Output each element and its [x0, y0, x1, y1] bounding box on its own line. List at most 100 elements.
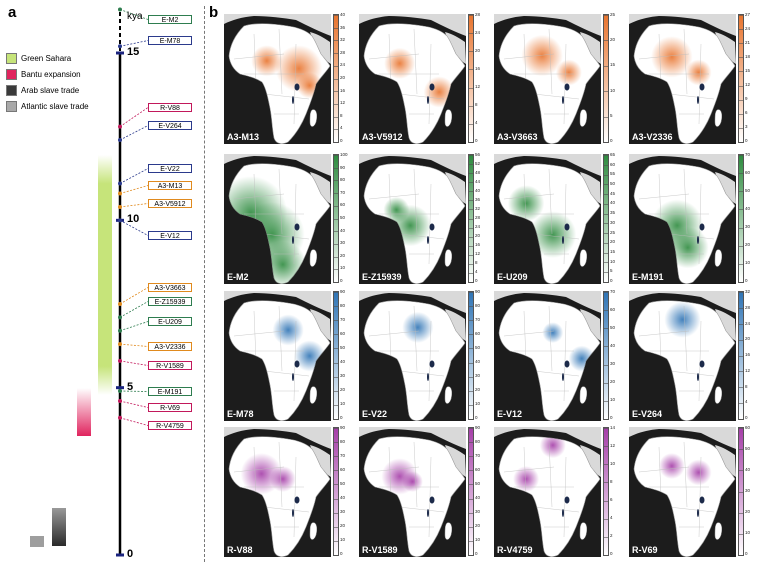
color-scale-gridline — [469, 51, 473, 53]
color-scale-label: 16 — [475, 66, 481, 71]
country-border — [253, 33, 257, 85]
lake-victoria — [294, 496, 300, 504]
eurasia-landmass — [359, 291, 466, 313]
color-scale-label: 50 — [340, 481, 346, 486]
color-scale-bar — [333, 154, 339, 283]
color-scale-label: 12 — [610, 443, 616, 448]
color-scale-gridline — [739, 292, 743, 293]
lake-victoria — [564, 360, 570, 368]
country-border — [523, 33, 527, 85]
marker-label: R-V1589 — [148, 361, 192, 370]
map-label: E-M191 — [632, 272, 664, 282]
map-tile: E-M78 — [224, 291, 331, 421]
arabia-landmass — [580, 32, 601, 64]
color-scale-gridline — [469, 456, 473, 458]
color-scale-gridline — [469, 526, 473, 528]
color-scale-gridline — [469, 209, 473, 211]
color-scale-gridline — [469, 404, 473, 406]
color-scale-label: 24 — [475, 30, 481, 35]
frequency-hotspot — [521, 34, 563, 77]
color-scale-label: 25 — [610, 229, 616, 235]
country-border — [293, 183, 297, 265]
marker-label: R-V88 — [148, 103, 192, 112]
frequency-overlay — [651, 36, 712, 86]
country-border — [388, 310, 392, 362]
color-scale-label: 20 — [340, 75, 346, 80]
color-scale-label: 30 — [745, 224, 751, 229]
color-scale-gridline — [469, 218, 473, 220]
country-border — [668, 233, 715, 240]
color-scale-gridline — [604, 15, 608, 16]
color-scale-gridline — [469, 155, 473, 156]
color-scale-label: 4 — [610, 515, 613, 520]
lake-victoria — [699, 360, 705, 368]
madagascar-landmass — [579, 249, 588, 267]
color-scale-gridline — [469, 320, 473, 322]
country-border — [278, 28, 283, 95]
color-scale-gridline — [334, 306, 338, 308]
country-border — [683, 305, 688, 372]
color-scale-label: 12 — [340, 100, 346, 106]
color-scale-label: 28 — [475, 12, 481, 17]
color-scale-gridline — [334, 428, 338, 429]
color-scale-gridline — [469, 282, 473, 283]
color-scale-gridline — [469, 191, 473, 193]
color-scale-gridline — [334, 116, 338, 118]
color-scale-label: 12 — [475, 84, 481, 89]
color-scale-gridline — [469, 390, 473, 392]
color-scale-label: 80 — [340, 177, 346, 183]
color-scale-gridline — [334, 218, 338, 220]
color-scale-gridline — [469, 442, 473, 444]
arabia-landmass — [310, 32, 331, 64]
color-scale-label: 40 — [745, 206, 751, 211]
green-sahara-bar — [98, 155, 112, 395]
color-scale-label: 50 — [475, 481, 481, 486]
country-border — [683, 441, 688, 508]
frequency-hotspot — [269, 466, 296, 492]
map-label: E-V12 — [497, 409, 523, 419]
africa-map — [494, 154, 601, 284]
country-border — [638, 330, 690, 337]
lake-victoria — [699, 496, 705, 504]
color-scale-label: 60 — [475, 467, 481, 472]
color-scale-label: 50 — [340, 215, 346, 220]
color-scale-gridline — [604, 310, 608, 312]
madagascar-landmass — [444, 522, 453, 540]
color-scale-label: 8 — [340, 112, 343, 118]
country-border — [368, 53, 420, 60]
color-scale-label: 20 — [745, 242, 751, 247]
color-scale-gridline — [604, 428, 608, 429]
color-scale-label: 16 — [340, 87, 346, 93]
color-scale-gridline — [469, 419, 473, 420]
color-scale-label: 20 — [475, 387, 481, 392]
country-border — [533, 370, 580, 377]
map-label: R-V88 — [227, 545, 253, 555]
lake-tanganyika — [562, 96, 564, 104]
country-border — [668, 370, 715, 377]
color-scale-label: 8 — [475, 102, 478, 107]
marker-label: E-V264 — [148, 121, 192, 130]
color-scale-label: 24 — [745, 26, 751, 31]
color-scale-label: 48 — [475, 170, 481, 175]
color-scale-bar — [738, 154, 744, 283]
legend-swatch — [6, 68, 17, 80]
timeline-tick-label: 15 — [127, 46, 140, 58]
country-border — [523, 173, 527, 225]
country-border — [398, 370, 445, 377]
arabia-landmass — [580, 172, 601, 204]
color-scale-label: 44 — [475, 179, 481, 184]
country-border — [548, 305, 553, 372]
country-border — [278, 168, 283, 235]
country-border — [658, 310, 662, 362]
color-scale-label: 8 — [610, 479, 613, 484]
color-scale-label: 15 — [610, 62, 616, 68]
color-scale-label: 40 — [340, 12, 346, 17]
color-scale-gridline — [604, 518, 608, 520]
frequency-hotspot — [251, 45, 283, 77]
color-scale-gridline — [334, 362, 338, 364]
color-scale-label: 70 — [610, 289, 616, 294]
lake-tanganyika — [292, 236, 294, 244]
africa-map — [629, 427, 736, 557]
color-scale-label: 70 — [745, 152, 751, 157]
color-scale-label: 50 — [475, 345, 481, 350]
